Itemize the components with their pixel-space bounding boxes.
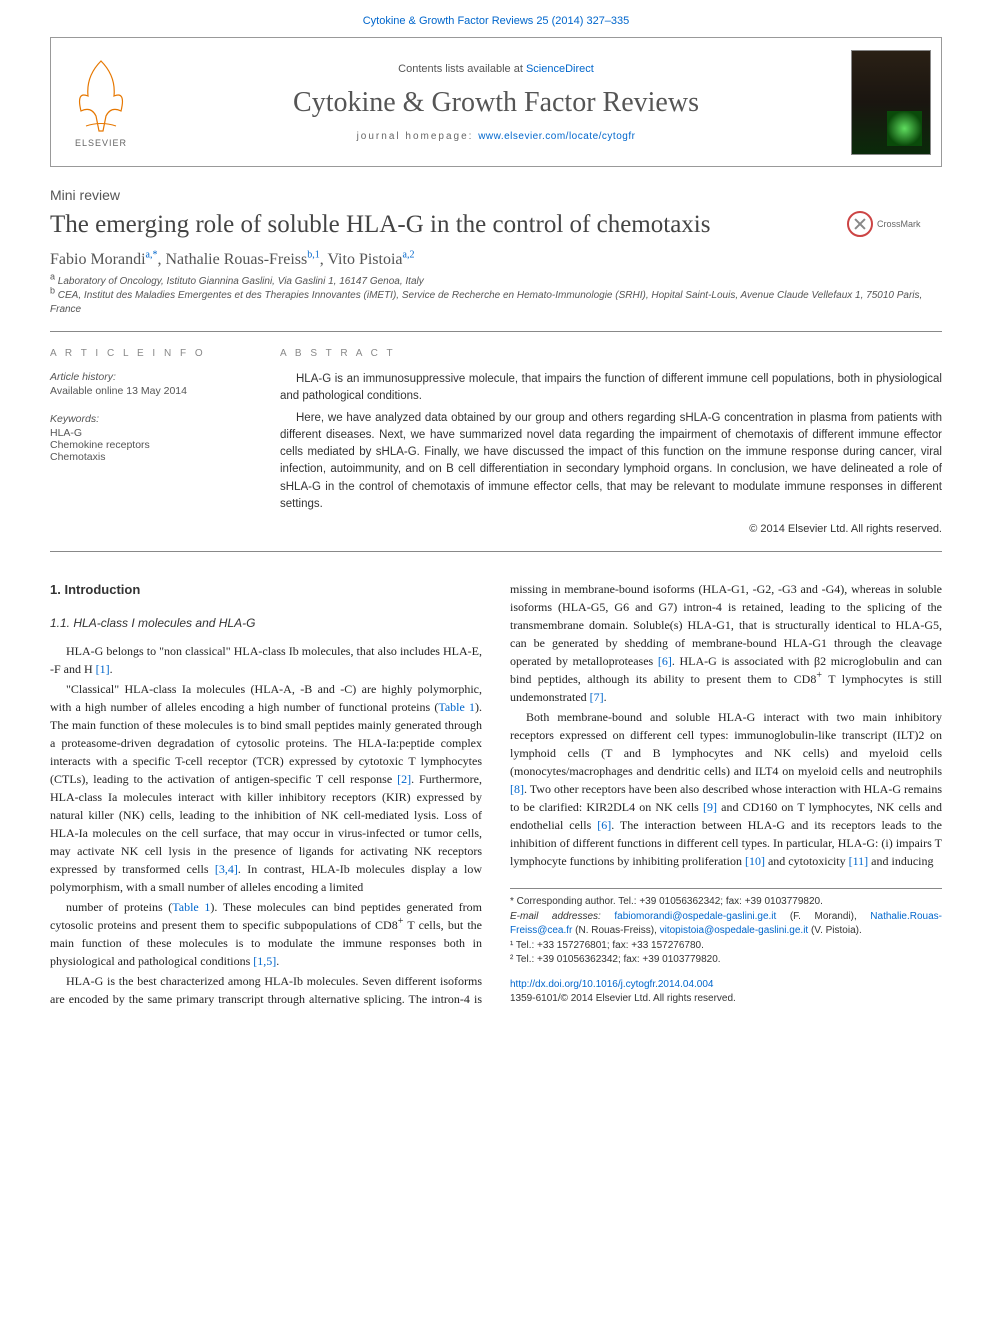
journal-title: Cytokine & Growth Factor Reviews bbox=[293, 87, 699, 119]
keywords-label: Keywords: bbox=[50, 413, 250, 425]
footnote-line: ¹ Tel.: +33 157276801; fax: +33 15727678… bbox=[510, 939, 942, 954]
abstract-text: HLA-G is an immunosuppressive molecule, … bbox=[280, 371, 942, 513]
body-paragraph: "Classical" HLA-class Ia molecules (HLA-… bbox=[50, 680, 482, 896]
article-info-heading: A R T I C L E I N F O bbox=[50, 348, 250, 359]
contents-prefix: Contents lists available at bbox=[398, 63, 526, 75]
article-body: 1. Introduction 1.1. HLA-class I molecul… bbox=[50, 580, 942, 1008]
corresponding-author: * Corresponding author. Tel.: +39 010563… bbox=[510, 895, 942, 910]
issn-copyright: 1359-6101/© 2014 Elsevier Ltd. All right… bbox=[510, 993, 736, 1004]
contents-available-line: Contents lists available at ScienceDirec… bbox=[398, 63, 594, 75]
email-label: E-mail addresses: bbox=[510, 911, 601, 922]
doi-link[interactable]: http://dx.doi.org/10.1016/j.cytogfr.2014… bbox=[510, 979, 713, 990]
history-line: Available online 13 May 2014 bbox=[50, 385, 250, 397]
email-link[interactable]: fabiomorandi@ospedale-gaslini.ge.it bbox=[614, 911, 776, 922]
cover-image bbox=[851, 50, 931, 155]
footnote-line: ² Tel.: +39 01056362342; fax: +39 010377… bbox=[510, 953, 942, 968]
email-addresses: E-mail addresses: fabiomorandi@ospedale-… bbox=[510, 910, 942, 939]
article-info-block: A R T I C L E I N F O Article history: A… bbox=[50, 331, 942, 552]
publisher-logo: ELSEVIER bbox=[51, 38, 151, 166]
email-link[interactable]: vitopistoia@ospedale-gaslini.ge.it bbox=[660, 925, 809, 936]
body-paragraph: HLA-G belongs to "non classical" HLA-cla… bbox=[50, 642, 482, 678]
publisher-name: ELSEVIER bbox=[75, 138, 127, 148]
journal-homepage-line: journal homepage: www.elsevier.com/locat… bbox=[357, 131, 636, 142]
body-paragraph: Both membrane-bound and soluble HLA-G in… bbox=[510, 708, 942, 870]
section-heading-1: 1. Introduction bbox=[50, 580, 482, 600]
running-head: Cytokine & Growth Factor Reviews 25 (201… bbox=[0, 0, 992, 37]
article-type: Mini review bbox=[50, 187, 942, 203]
crossmark-label: CrossMark bbox=[877, 219, 921, 229]
doi-block: http://dx.doi.org/10.1016/j.cytogfr.2014… bbox=[510, 978, 942, 1007]
article-info-left: A R T I C L E I N F O Article history: A… bbox=[50, 348, 250, 535]
article-title: The emerging role of soluble HLA-G in th… bbox=[50, 211, 847, 239]
keywords-list: HLA-GChemokine receptorsChemotaxis bbox=[50, 427, 250, 463]
history-label: Article history: bbox=[50, 371, 250, 383]
elsevier-tree-icon bbox=[66, 56, 136, 136]
crossmark-icon bbox=[847, 211, 873, 237]
abstract-heading: A B S T R A C T bbox=[280, 348, 942, 359]
crossmark-badge[interactable]: CrossMark bbox=[847, 211, 942, 237]
header-center: Contents lists available at ScienceDirec… bbox=[151, 38, 841, 166]
journal-cover-thumbnail bbox=[841, 38, 941, 166]
abstract-copyright: © 2014 Elsevier Ltd. All rights reserved… bbox=[280, 523, 942, 535]
affiliations: a Laboratory of Oncology, Istituto Giann… bbox=[50, 275, 942, 317]
author-list: Fabio Morandia,*, Nathalie Rouas-Freissb… bbox=[50, 251, 942, 269]
sciencedirect-link[interactable]: ScienceDirect bbox=[526, 63, 594, 75]
abstract-block: A B S T R A C T HLA-G is an immunosuppre… bbox=[280, 348, 942, 535]
homepage-prefix: journal homepage: bbox=[357, 131, 479, 142]
journal-header: ELSEVIER Contents lists available at Sci… bbox=[50, 37, 942, 167]
body-paragraph: number of proteins (Table 1). These mole… bbox=[50, 898, 482, 970]
journal-homepage-link[interactable]: www.elsevier.com/locate/cytogfr bbox=[478, 131, 635, 142]
footnotes: * Corresponding author. Tel.: +39 010563… bbox=[510, 888, 942, 1007]
section-heading-1-1: 1.1. HLA-class I molecules and HLA-G bbox=[50, 614, 482, 632]
